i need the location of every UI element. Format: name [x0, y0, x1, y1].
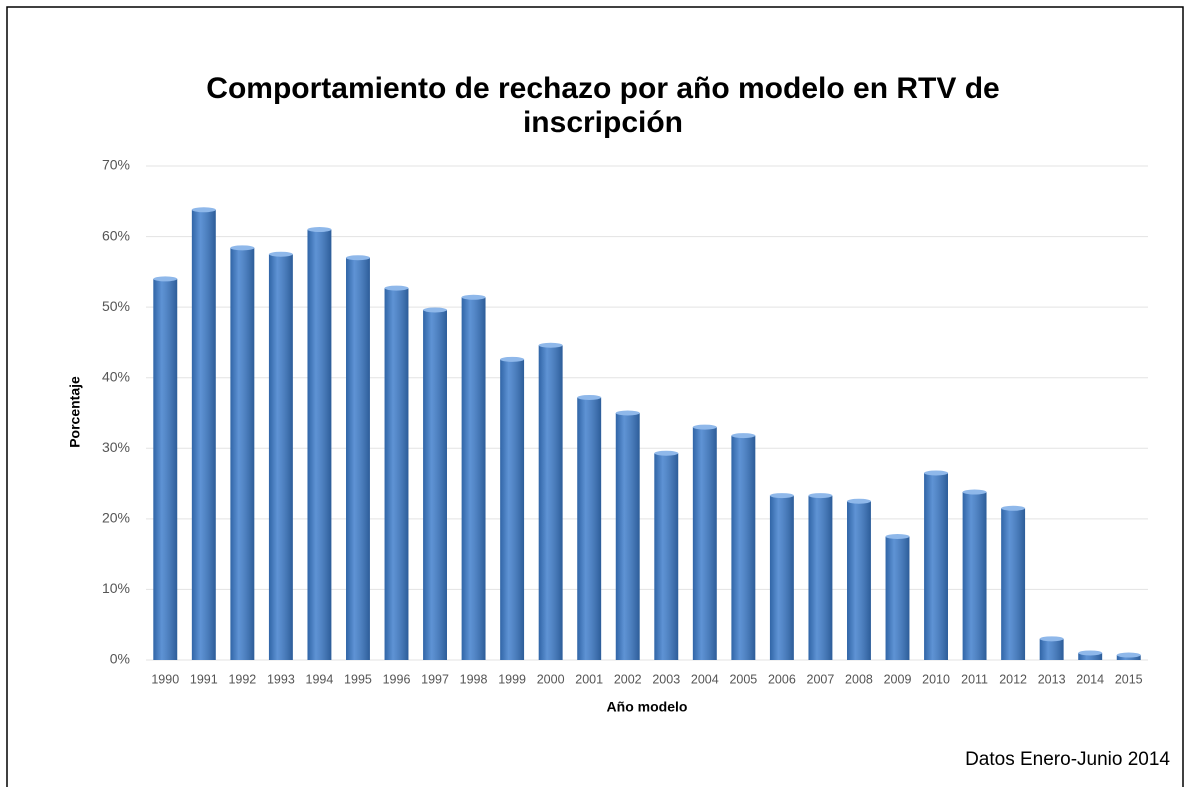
bar-shading: [384, 288, 409, 660]
x-tick-label: 1995: [344, 672, 372, 686]
x-tick-label: 1991: [190, 672, 218, 686]
x-tick-label: 2013: [1038, 672, 1066, 686]
x-tick-label: 2010: [922, 672, 950, 686]
bar-shading: [346, 257, 370, 660]
y-tick-label: 70%: [102, 157, 130, 173]
bar-cap: [654, 450, 679, 456]
bar-shading: [500, 359, 525, 660]
bar-shading: [885, 536, 910, 660]
bar-shading: [307, 229, 332, 660]
y-tick-label: 40%: [102, 368, 130, 384]
bar-shading: [577, 397, 602, 660]
x-tick-label: 2009: [884, 672, 912, 686]
x-tick-label: 2003: [652, 672, 680, 686]
bar-shading: [731, 435, 756, 660]
bar-cap: [307, 227, 332, 233]
bar-cap: [461, 294, 486, 300]
bar-cap: [191, 207, 216, 213]
bar-cap: [731, 433, 756, 439]
bar-cap: [230, 245, 255, 251]
bar-cap: [1116, 652, 1141, 658]
bar-shading: [230, 247, 255, 660]
x-tick-label: 2008: [845, 672, 873, 686]
x-axis-title: Año modelo: [607, 699, 688, 715]
source-note: Datos Enero-Junio 2014: [965, 749, 1170, 770]
x-tick-label: 2011: [961, 672, 988, 686]
y-tick-label: 20%: [102, 510, 130, 526]
bar-cap: [847, 498, 871, 504]
bar-cap: [1078, 650, 1103, 656]
y-tick-label: 0%: [110, 651, 130, 667]
x-tick-label: 2002: [614, 672, 642, 686]
bar-shading: [191, 209, 216, 661]
x-tick-label: 2014: [1076, 672, 1104, 686]
bar-cap: [808, 493, 833, 499]
x-tick-label: 1990: [151, 672, 179, 686]
bar-shading: [808, 495, 833, 660]
bar-cap: [962, 489, 987, 495]
bar-shading: [962, 492, 987, 660]
x-tick-label: 1992: [228, 672, 256, 686]
bar-cap: [346, 255, 370, 261]
bar-cap: [500, 356, 525, 362]
x-tick-label: 2015: [1115, 672, 1143, 686]
frame: [6, 6, 1184, 787]
bar-shading: [692, 427, 717, 660]
y-tick-label: 50%: [102, 298, 130, 314]
bar-cap: [885, 534, 910, 539]
x-tick-label: 2007: [807, 672, 835, 686]
y-axis-title: Porcentaje: [67, 376, 83, 448]
bar-shading: [1001, 508, 1026, 660]
bar-cap: [268, 251, 293, 257]
bar-cap: [769, 493, 794, 499]
bar-cap: [153, 276, 178, 282]
x-tick-label: 1994: [306, 672, 334, 686]
bar-shading: [461, 297, 486, 660]
bar-cap: [538, 342, 563, 348]
x-tick-label: 1999: [498, 672, 526, 686]
y-tick-label: 30%: [102, 439, 130, 455]
bar-cap: [384, 285, 409, 291]
bar-shading: [924, 472, 948, 660]
bar-shading: [615, 413, 640, 660]
x-tick-label: 1998: [460, 672, 488, 686]
bar-cap: [615, 410, 640, 416]
x-tick-label: 2004: [691, 672, 719, 686]
y-tick-label: 60%: [102, 227, 130, 243]
bar-cap: [1039, 636, 1064, 642]
bar-cap: [423, 307, 447, 313]
x-tick-label: 1996: [383, 672, 411, 686]
x-tick-label: 2005: [729, 672, 757, 686]
bar-shading: [153, 278, 178, 660]
bar-cap: [577, 394, 602, 400]
bar-shading: [268, 254, 293, 660]
bar-shading: [423, 309, 447, 660]
x-tick-label: 2001: [575, 672, 603, 686]
bar-shading: [769, 495, 794, 660]
bar-cap: [924, 470, 948, 476]
bar-shading: [1078, 652, 1103, 660]
bar-shading: [538, 345, 563, 660]
bar-shading: [847, 501, 871, 660]
bar-shading: [654, 453, 679, 660]
bar-cap: [1001, 505, 1026, 511]
y-tick-label: 10%: [102, 580, 130, 596]
x-tick-label: 2000: [537, 672, 565, 686]
bar-cap: [692, 424, 717, 430]
chart-title: Comportamiento de rechazo por año modelo…: [206, 72, 1000, 139]
bar-shading: [1039, 638, 1064, 660]
x-tick-label: 1997: [421, 672, 449, 686]
x-tick-label: 1993: [267, 672, 295, 686]
x-tick-label: 2012: [999, 672, 1027, 686]
x-tick-label: 2006: [768, 672, 796, 686]
